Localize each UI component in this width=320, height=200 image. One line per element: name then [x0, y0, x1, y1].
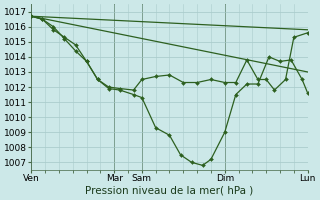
X-axis label: Pression niveau de la mer( hPa ): Pression niveau de la mer( hPa ) [85, 186, 254, 196]
